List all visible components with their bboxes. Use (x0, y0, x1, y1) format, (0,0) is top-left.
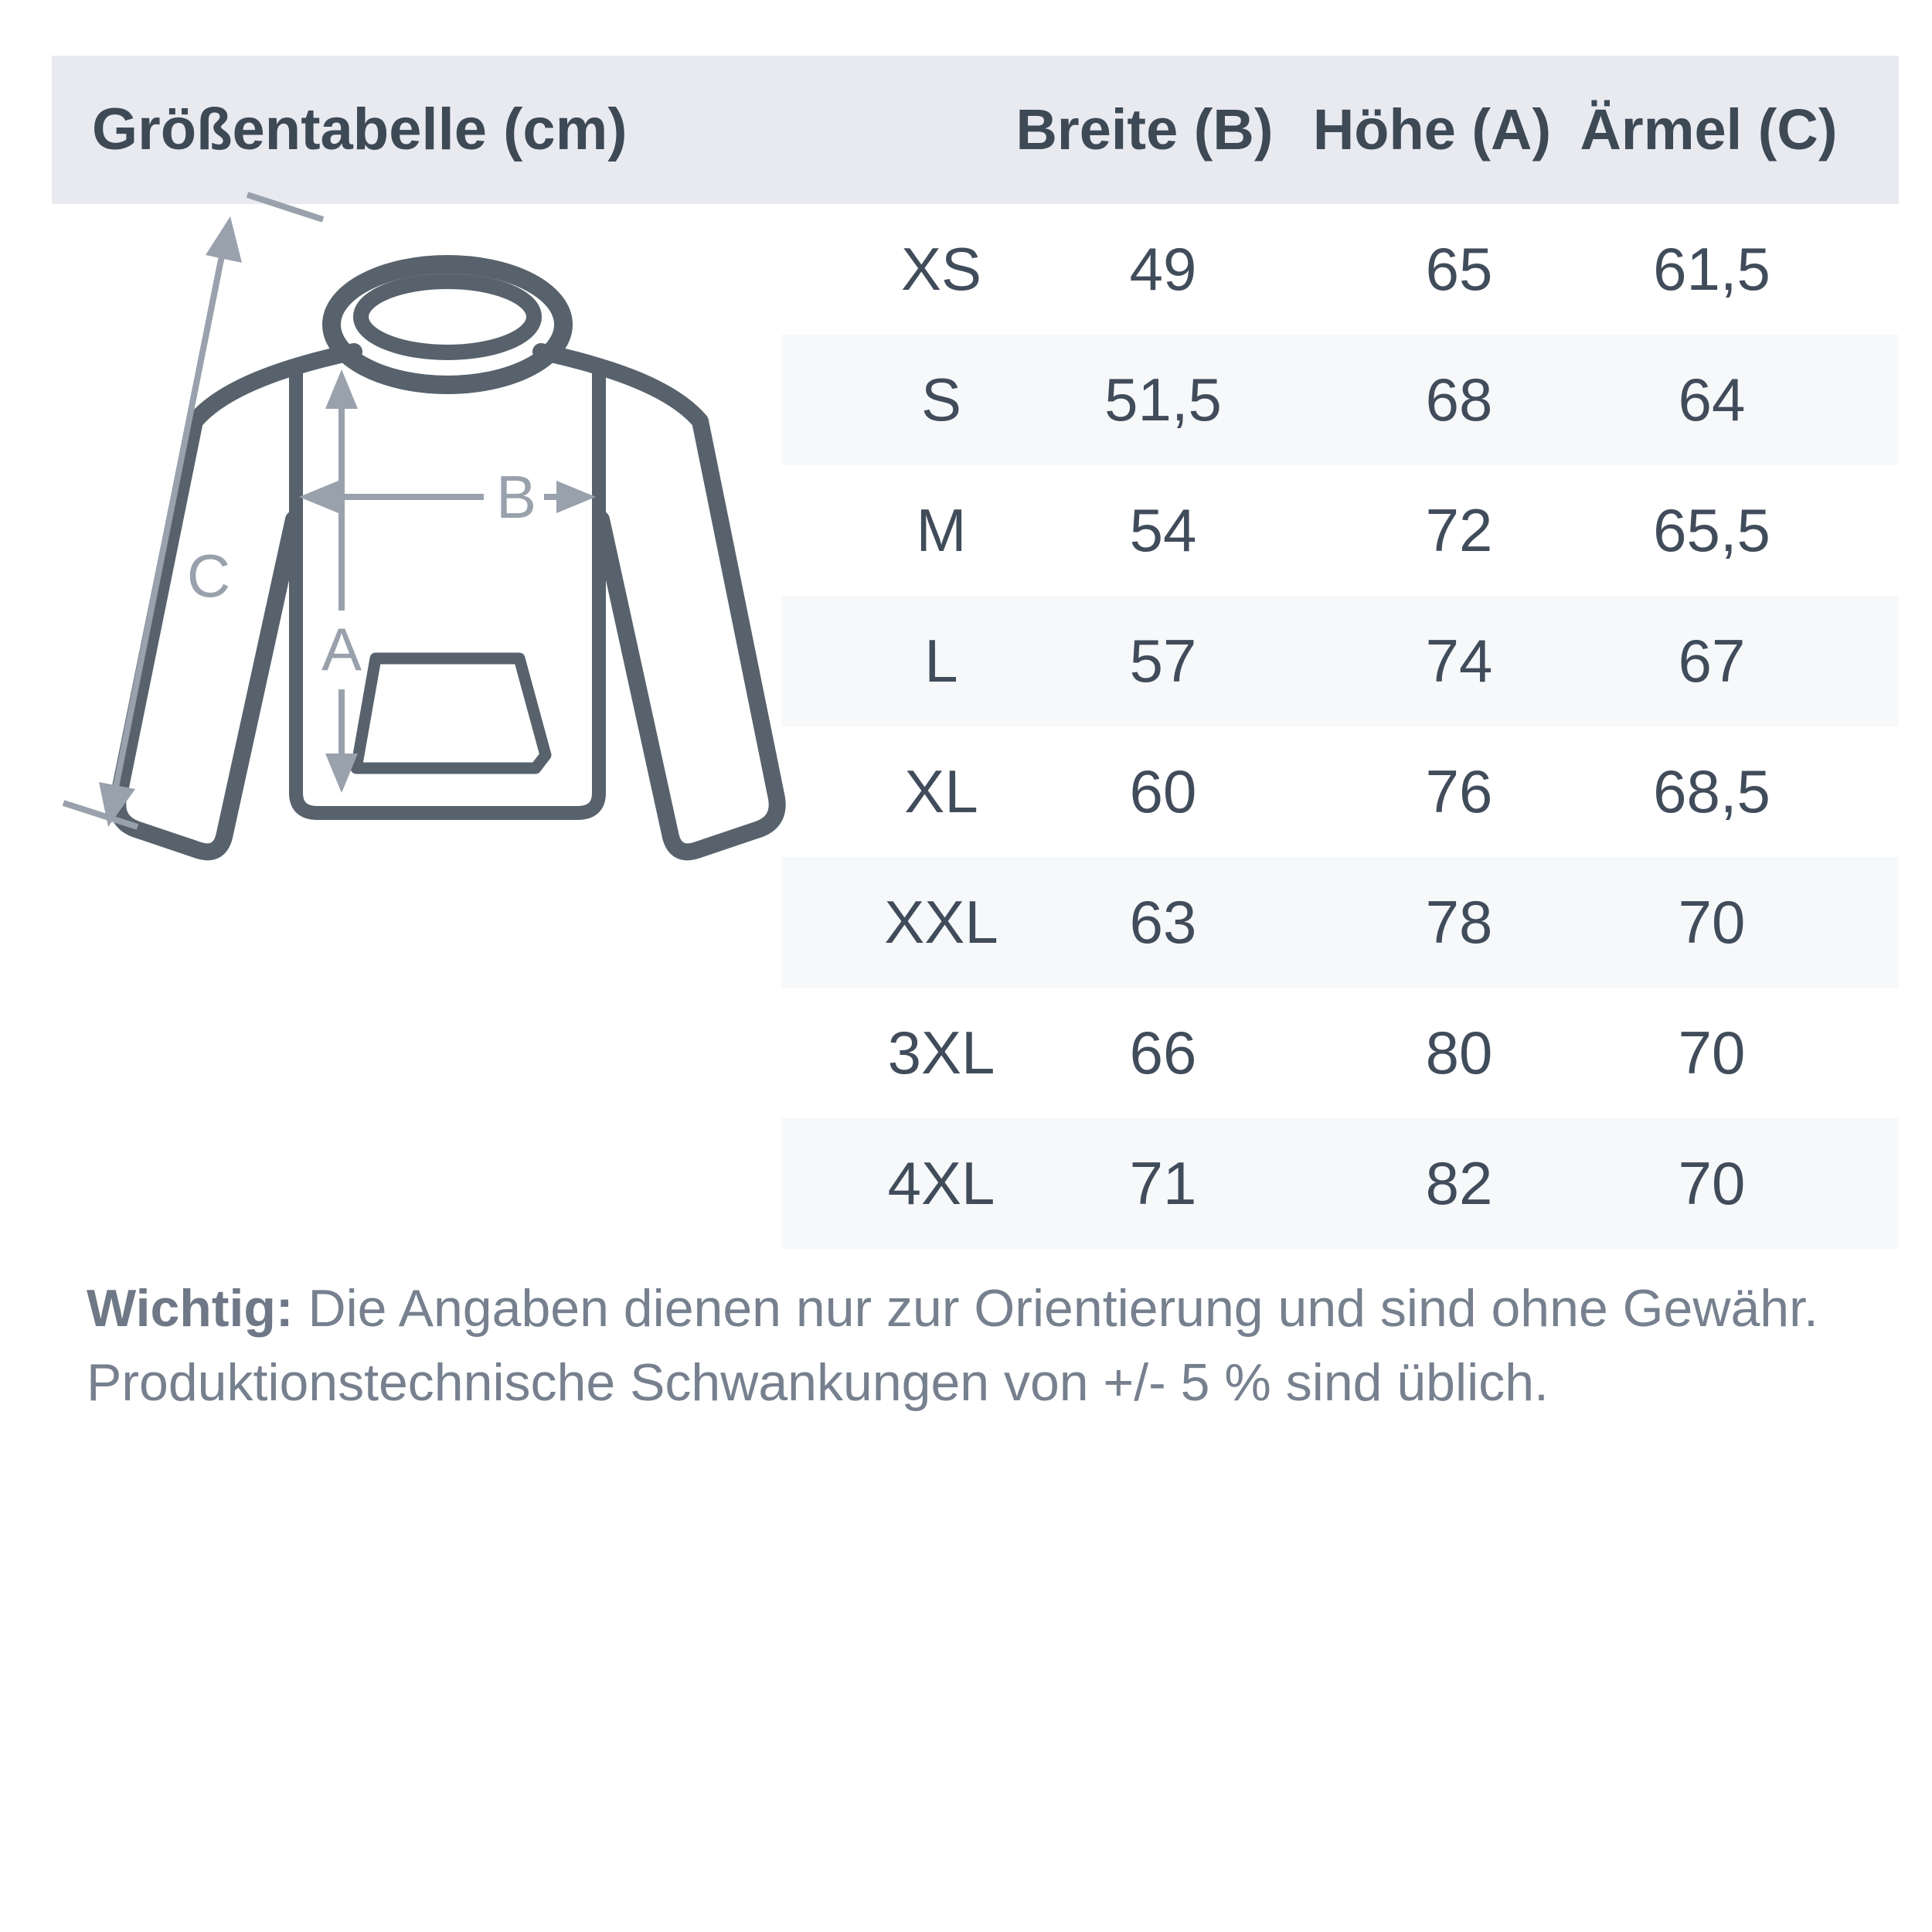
column-header-hoehe: Höhe (A) (1312, 97, 1552, 162)
table-row: L 57 74 67 (781, 596, 1899, 726)
cell-size: M (916, 496, 967, 564)
size-table: XS 49 65 61,5 S 51,5 68 64 M 54 72 65,5 … (781, 204, 1899, 1249)
cell-hoehe: 68 (1425, 366, 1493, 434)
column-header-breite: Breite (B) (1015, 97, 1274, 162)
cell-hoehe: 72 (1425, 496, 1493, 564)
cell-size: L (924, 627, 958, 695)
cell-aermel: 70 (1678, 1019, 1746, 1087)
cell-size: XS (900, 235, 982, 303)
page-title: Größentabelle (cm) (92, 97, 628, 162)
cell-size: XXL (884, 888, 998, 956)
cell-breite: 63 (1129, 888, 1197, 956)
label-a: A (321, 615, 362, 683)
disclaimer-text: Wichtig: Die Angaben dienen nur zur Orie… (87, 1271, 1872, 1420)
hoodie-measurement-diagram: A B C (62, 192, 786, 861)
cell-aermel: 64 (1678, 366, 1746, 434)
cell-aermel: 68,5 (1653, 757, 1770, 825)
cell-hoehe: 80 (1425, 1019, 1493, 1087)
cell-aermel: 67 (1678, 627, 1746, 695)
cell-breite: 49 (1129, 235, 1197, 303)
table-row: M 54 72 65,5 (781, 465, 1899, 596)
cell-breite: 54 (1129, 496, 1197, 564)
cell-size: S (920, 366, 962, 434)
cell-breite: 71 (1129, 1149, 1197, 1217)
table-row: XXL 63 78 70 (781, 857, 1899, 988)
cell-aermel: 61,5 (1653, 235, 1770, 303)
label-b: B (496, 463, 536, 531)
table-row: XS 49 65 61,5 (781, 204, 1899, 335)
label-c: C (187, 542, 230, 610)
cell-hoehe: 74 (1425, 627, 1493, 695)
cell-aermel: 65,5 (1653, 496, 1770, 564)
sleeve-arrow-icon (62, 192, 325, 830)
cell-breite: 57 (1129, 627, 1197, 695)
disclaimer-line2: Produktionstechnische Schwankungen von +… (87, 1353, 1549, 1412)
table-row: S 51,5 68 64 (781, 335, 1899, 465)
hoodie-outline-icon (109, 255, 786, 861)
height-arrow-icon (325, 369, 358, 793)
cell-aermel: 70 (1678, 1149, 1746, 1217)
cell-breite: 66 (1129, 1019, 1197, 1087)
size-chart-header: Größentabelle (cm) Breite (B) Höhe (A) Ä… (52, 56, 1899, 204)
width-arrow-icon (299, 481, 596, 513)
cell-aermel: 70 (1678, 888, 1746, 956)
table-row: 4XL 71 82 70 (781, 1118, 1899, 1249)
table-row: 3XL 66 80 70 (781, 988, 1899, 1118)
column-header-aermel: Ärmel (C) (1580, 97, 1838, 162)
cell-hoehe: 65 (1425, 235, 1493, 303)
disclaimer-line1: Die Angaben dienen nur zur Orientierung … (293, 1279, 1818, 1338)
cell-size: XL (904, 757, 978, 825)
disclaimer-bold-label: Wichtig: (87, 1279, 294, 1338)
cell-breite: 60 (1129, 757, 1197, 825)
cell-size: 3XL (887, 1019, 995, 1087)
cell-size: 4XL (887, 1149, 995, 1217)
table-row: XL 60 76 68,5 (781, 726, 1899, 857)
cell-hoehe: 78 (1425, 888, 1493, 956)
cell-hoehe: 76 (1425, 757, 1493, 825)
cell-breite: 51,5 (1104, 366, 1222, 434)
cell-hoehe: 82 (1425, 1149, 1493, 1217)
measurement-arrows: A B C (62, 192, 596, 830)
